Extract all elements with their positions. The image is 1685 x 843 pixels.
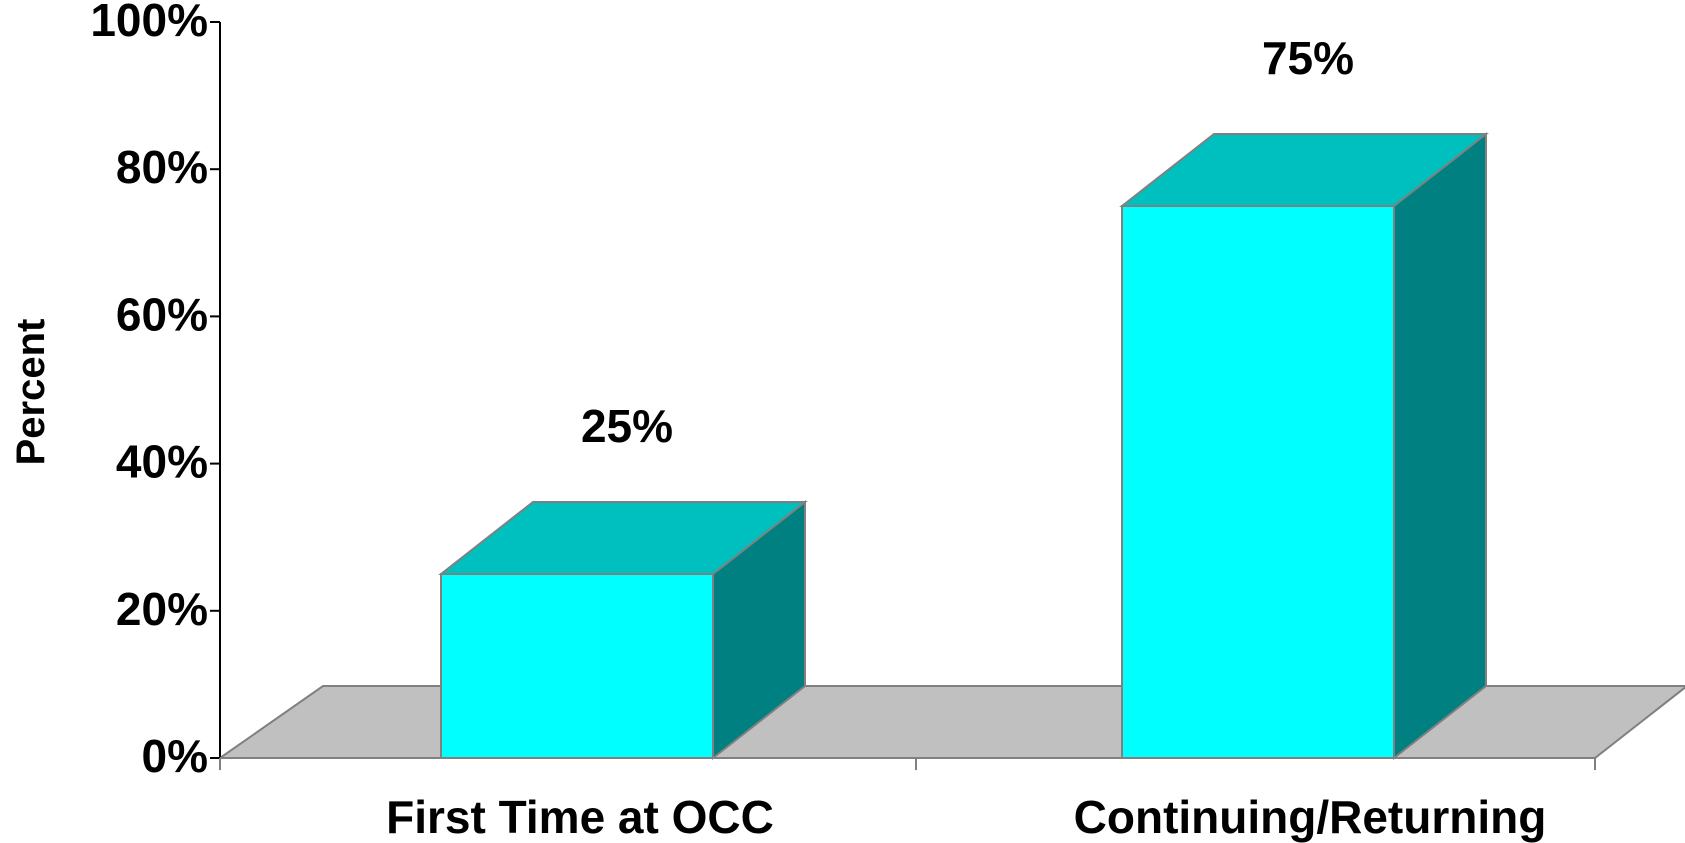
bar-2 bbox=[1119, 131, 1489, 761]
y-axis-label: Percent bbox=[9, 319, 53, 466]
bar-side-face bbox=[1393, 131, 1487, 761]
bar-value-label: 75% bbox=[1262, 32, 1354, 84]
y-tick-label: 20% bbox=[116, 583, 208, 635]
y-tick-label: 40% bbox=[116, 436, 208, 488]
x-category-label: First Time at OCC bbox=[386, 791, 774, 843]
bar-front-face bbox=[440, 573, 714, 759]
bar-front-face bbox=[1121, 205, 1395, 759]
y-ticks-group: 0% 20% 40% 60% 80% 100% bbox=[90, 0, 220, 782]
x-category-label: Continuing/Returning bbox=[1074, 791, 1547, 843]
y-tick-label: 60% bbox=[116, 288, 208, 340]
bars-group bbox=[438, 131, 1489, 761]
y-tick-label: 0% bbox=[142, 730, 208, 782]
x-ticks-group: First Time at OCC Continuing/Returning bbox=[219, 758, 1596, 843]
y-tick-label: 80% bbox=[116, 141, 208, 193]
bar-1 bbox=[438, 499, 808, 761]
value-labels-group: 25% 75% bbox=[581, 32, 1354, 452]
y-tick-label: 100% bbox=[90, 0, 208, 46]
bar-value-label: 25% bbox=[581, 400, 673, 452]
